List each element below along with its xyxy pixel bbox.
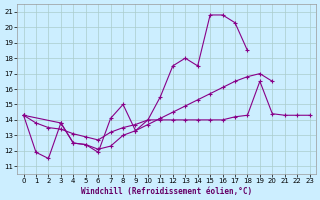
X-axis label: Windchill (Refroidissement éolien,°C): Windchill (Refroidissement éolien,°C) xyxy=(81,187,252,196)
